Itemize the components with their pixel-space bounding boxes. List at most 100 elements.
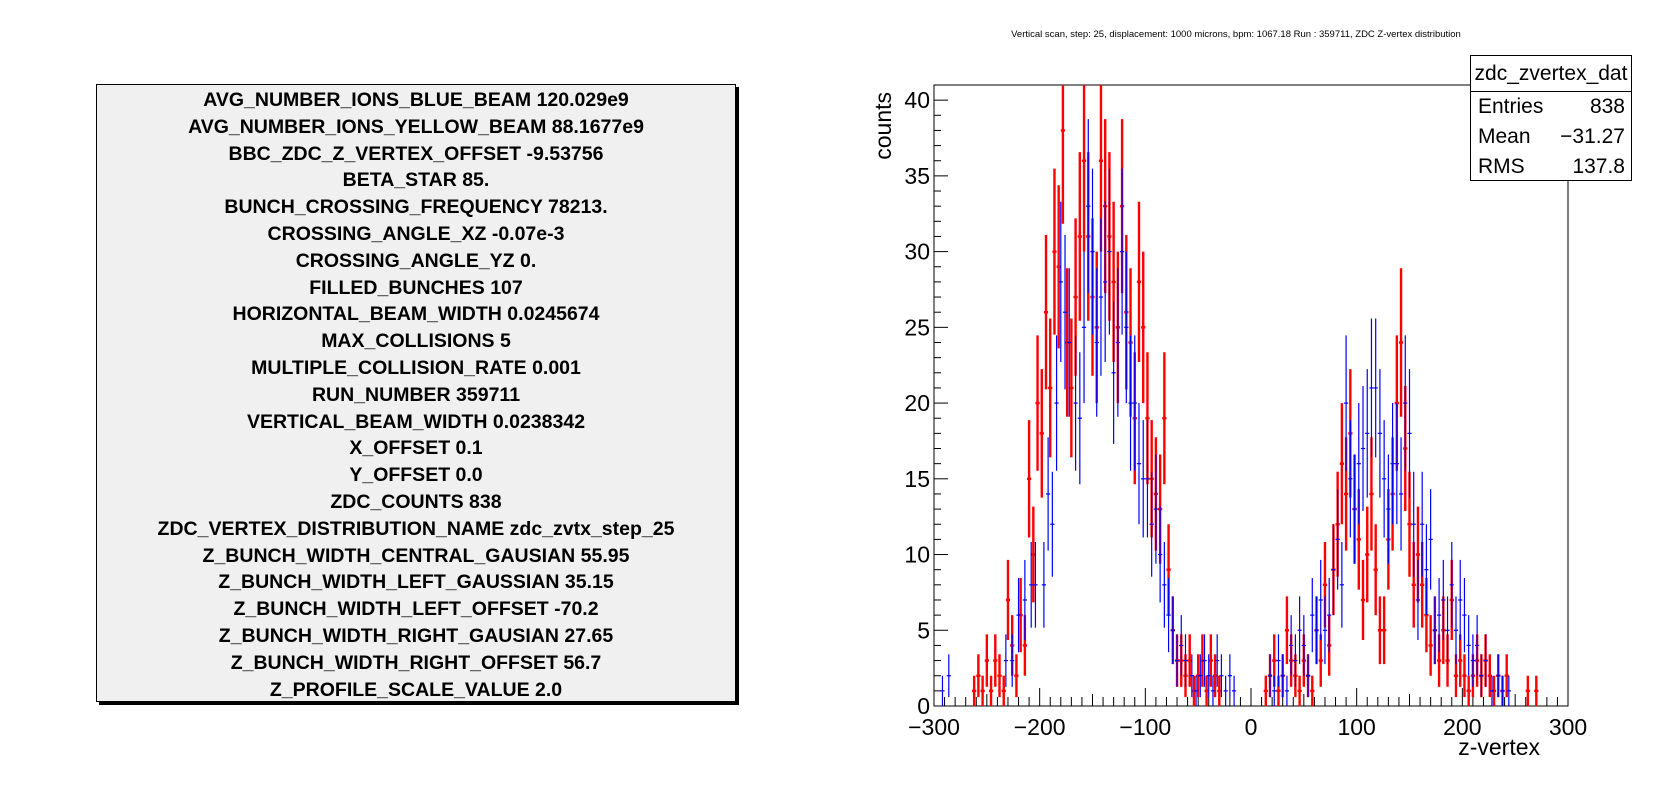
data-point [1052, 168, 1057, 335]
data-point [1081, 85, 1087, 252]
data-point [1215, 634, 1220, 687]
x-tick-label: 0 [1245, 714, 1258, 740]
parameter-line: BETA_STAR 85. [342, 169, 490, 192]
y-tick-label: 5 [917, 617, 930, 643]
data-point [1284, 596, 1290, 665]
data-point [1267, 654, 1273, 698]
data-point [1145, 420, 1150, 538]
data-point [1193, 675, 1199, 706]
data-point [1470, 634, 1476, 687]
data-point [1504, 654, 1509, 698]
stats-label: Entries [1478, 95, 1544, 118]
data-point [1280, 654, 1285, 698]
data-point [1054, 335, 1059, 471]
data-point [1449, 541, 1454, 628]
data-point [1149, 471, 1154, 577]
data-point [972, 675, 977, 706]
y-axis-label: counts [870, 92, 896, 160]
data-point [1348, 420, 1353, 538]
data-point [1206, 654, 1211, 698]
data-point [1132, 335, 1137, 471]
data-point [1305, 654, 1311, 698]
data-point [1179, 615, 1184, 676]
data-point [1128, 335, 1133, 471]
data-point [1153, 454, 1159, 564]
data-point [1411, 471, 1416, 577]
data-point [1318, 559, 1323, 641]
x-tick-label: 200 [1443, 714, 1481, 740]
data-point [1365, 369, 1370, 498]
data-point [946, 654, 951, 698]
data-point [1005, 559, 1011, 641]
data-point [1098, 218, 1104, 376]
parameter-line: MAX_COLLISIONS 5 [321, 330, 511, 353]
data-point [1187, 634, 1192, 687]
data-point [1310, 675, 1315, 706]
data-point [1141, 420, 1146, 538]
parameter-line: FILLED_BUNCHES 107 [309, 276, 523, 299]
data-point [1310, 578, 1315, 653]
x-tick-label: 100 [1337, 714, 1375, 740]
parameter-line: Z_BUNCH_WIDTH_LEFT_GAUSSIAN 35.15 [218, 571, 614, 594]
data-point [1026, 420, 1032, 538]
parameter-line: AVG_NUMBER_IONS_YELLOW_BEAM 88.1677e9 [188, 115, 644, 138]
data-point [1073, 335, 1078, 471]
data-point [1136, 201, 1142, 363]
data-point [1048, 318, 1053, 458]
data-point [1050, 471, 1055, 577]
data-point [1067, 268, 1072, 417]
y-tick-label: 30 [904, 239, 930, 265]
data-point [1217, 675, 1222, 706]
stats-value: 137.8 [1572, 155, 1625, 178]
data-point [1166, 578, 1171, 653]
parameter-line: Z_BUNCH_WIDTH_RIGHT_OFFSET 56.7 [230, 651, 602, 674]
parameter-line: ZDC_VERTEX_DISTRIBUTION_NAME zdc_zvtx_st… [157, 517, 675, 540]
y-tick-label: 15 [904, 466, 930, 492]
data-point [1343, 335, 1349, 471]
data-point [976, 654, 981, 698]
data-point [1483, 634, 1488, 687]
data-point [1086, 119, 1091, 294]
data-point [1041, 541, 1047, 628]
data-point [1115, 268, 1120, 417]
data-point [1297, 596, 1302, 665]
stats-box: zdc_zvertex_dat Entries 838 Mean −31.27 … [1470, 55, 1632, 181]
data-point [1403, 335, 1408, 471]
parameter-line: CROSSING_ANGLE_YZ 0. [295, 249, 537, 272]
data-point [1398, 437, 1404, 551]
data-point [1062, 234, 1068, 390]
data-point [1458, 559, 1463, 641]
data-point [940, 675, 945, 706]
data-point [1322, 596, 1328, 665]
data-point [1272, 675, 1277, 706]
y-tick-label: 35 [904, 163, 930, 189]
parameter-line: Y_OFFSET 0.0 [349, 464, 483, 487]
data-point [1382, 420, 1387, 538]
data-point [1158, 506, 1163, 603]
data-point [1436, 578, 1442, 653]
data-point [1365, 506, 1370, 603]
parameter-line: CROSSING_ANGLE_XZ -0.07e-3 [267, 222, 565, 245]
data-point [1039, 369, 1044, 498]
series-1 [940, 119, 1511, 706]
data-point [1210, 675, 1216, 706]
data-point [1090, 168, 1095, 335]
data-point [1428, 489, 1433, 590]
data-point [1466, 675, 1471, 706]
parameter-line: MULTIPLE_COLLISION_RATE 0.001 [251, 356, 581, 379]
x-tick-label: −100 [1119, 714, 1171, 740]
data-point [1016, 578, 1021, 653]
data-point [1029, 541, 1034, 628]
data-point [1394, 403, 1399, 525]
parameter-line: ZDC_COUNTS 838 [330, 490, 502, 513]
data-point [1162, 352, 1167, 485]
data-point [980, 675, 985, 706]
data-point [1010, 634, 1015, 687]
data-point [1331, 524, 1336, 616]
data-point [1208, 634, 1213, 687]
data-point [1212, 654, 1218, 698]
data-point [988, 675, 994, 706]
parameter-line: BUNCH_CROSSING_FREQUENCY 78213. [224, 196, 608, 219]
parameter-line: BBC_ZDC_Z_VERTEX_OFFSET -9.53756 [228, 142, 604, 165]
